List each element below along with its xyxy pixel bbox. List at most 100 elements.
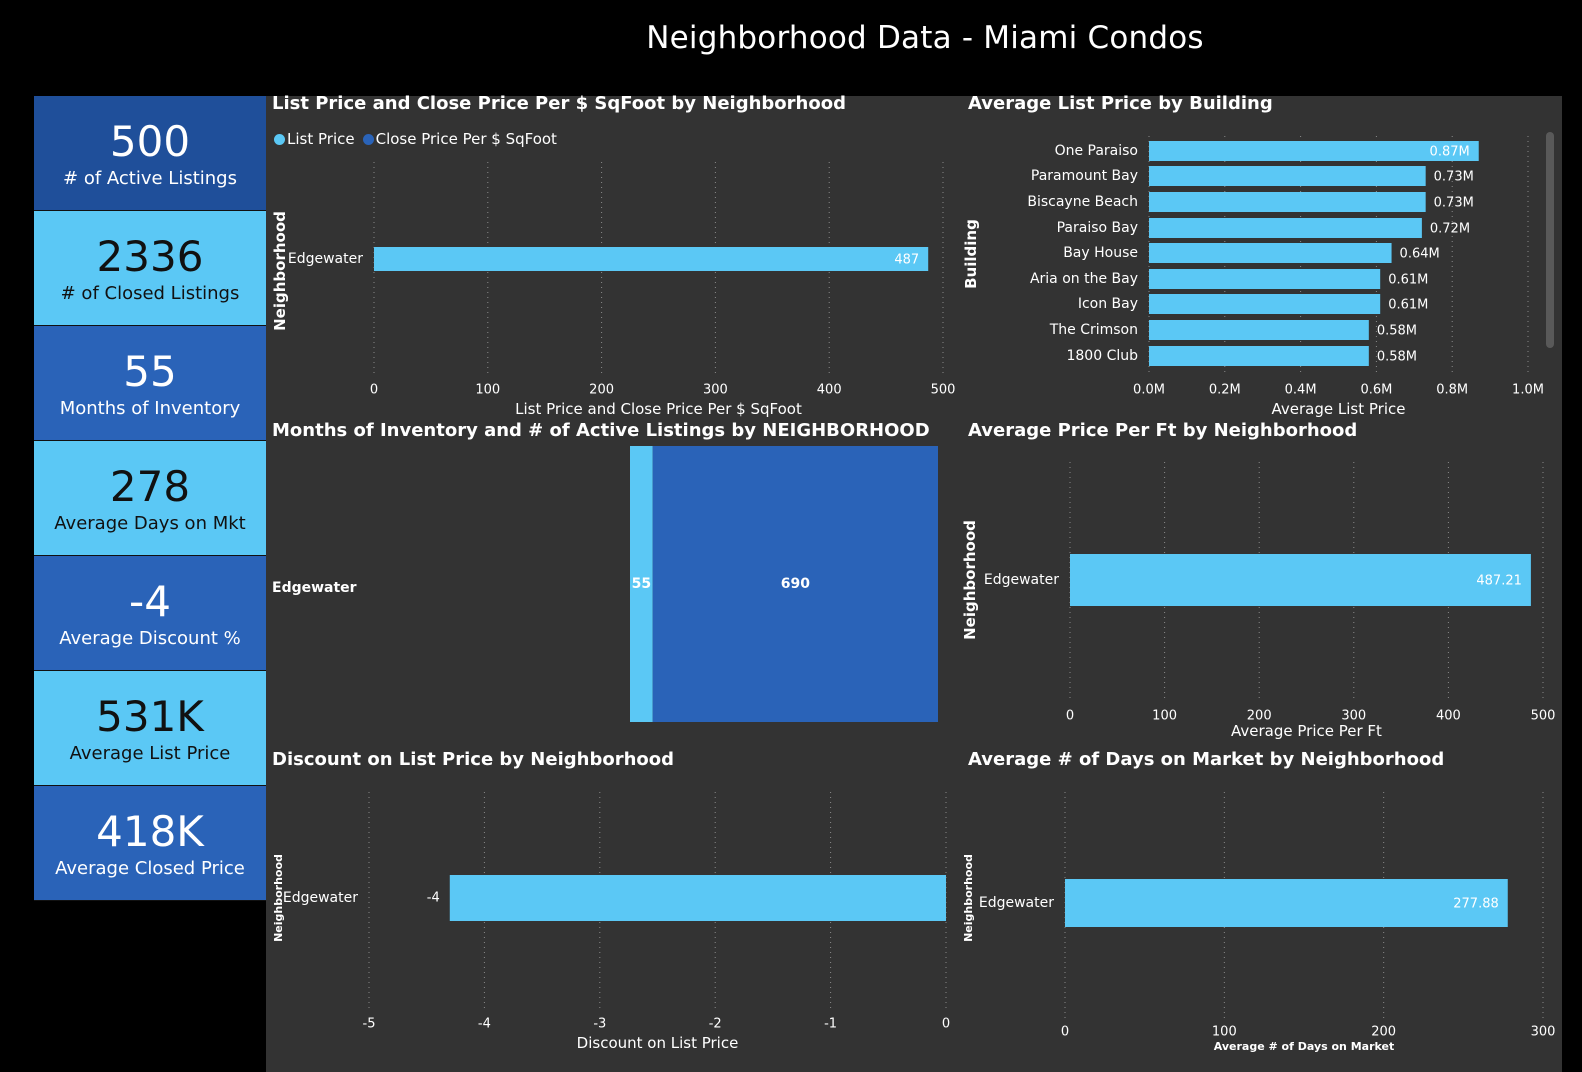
legend-item-list-price[interactable]: List Price	[274, 130, 355, 148]
x-axis-title: Average Price Per Ft	[1231, 722, 1382, 740]
kpi-label: # of Closed Listings	[60, 283, 240, 304]
legend-dot-icon	[362, 133, 374, 145]
x-tick-label: 500	[1531, 709, 1556, 724]
x-tick-label: 0.6M	[1360, 383, 1392, 398]
bar	[1149, 166, 1426, 186]
kpi-panel: 500 # of Active Listings 2336 # of Close…	[34, 96, 266, 901]
kpi-value: 531K	[96, 692, 204, 741]
kpi-average-closed-price[interactable]: 418K Average Closed Price	[34, 786, 266, 901]
data-label: 0.72M	[1430, 222, 1470, 237]
x-tick-label: 0.8M	[1436, 383, 1468, 398]
x-axis-title: Average # of Days on Market	[1214, 1040, 1395, 1053]
data-label: 0.61M	[1388, 298, 1428, 313]
data-label: 0.64M	[1400, 247, 1440, 262]
y-axis-title: Neighborhood	[962, 854, 975, 942]
x-tick-label: -3	[593, 1017, 606, 1032]
legend-item-close-price[interactable]: Close Price Per $ SqFoot	[362, 130, 557, 148]
data-label: 0.87M	[1430, 145, 1470, 160]
category-label: Edgewater	[288, 251, 363, 267]
chart-title: Average # of Days on Market by Neighborh…	[968, 749, 1445, 770]
page-title: Neighborhood Data - Miami Condos	[646, 20, 1204, 56]
kpi-label: Average Days on Mkt	[54, 513, 246, 534]
bar-segment-months-inventory	[630, 446, 653, 722]
x-tick-label: 100	[475, 383, 500, 398]
x-tick-label: 0.2M	[1209, 383, 1241, 398]
data-label: 487.21	[1476, 574, 1522, 589]
x-tick-label: -5	[363, 1017, 376, 1032]
data-label: -4	[427, 891, 440, 906]
x-axis-title: Discount on List Price	[577, 1034, 739, 1052]
chart-months-inventory[interactable]: 55 690 Edgewater	[266, 446, 956, 736]
x-tick-label: -4	[478, 1017, 491, 1032]
category-label: Edgewater	[984, 572, 1059, 588]
x-tick-label: 0.4M	[1285, 383, 1317, 398]
data-label: 0.73M	[1434, 170, 1474, 185]
chart-scrollbar[interactable]	[1546, 132, 1554, 348]
x-tick-label: 300	[1531, 1025, 1556, 1040]
bar	[1149, 243, 1392, 263]
x-tick-label: 100	[1152, 709, 1177, 724]
x-axis-title: List Price and Close Price Per $ SqFoot	[515, 400, 802, 418]
category-label: 1800 Club	[1066, 348, 1138, 364]
data-label: 0.58M	[1377, 324, 1417, 339]
bar	[1149, 346, 1369, 366]
chart-title: Average List Price by Building	[968, 93, 1273, 114]
data-label: 0.61M	[1388, 273, 1428, 288]
x-tick-label: 0	[1066, 709, 1074, 724]
data-label: 55	[632, 576, 651, 592]
kpi-value: 500	[109, 117, 191, 166]
x-tick-label: 200	[1371, 1025, 1396, 1040]
chart-avg-days-market[interactable]: 0 100 200 300 Average # of Days on Market Nei…	[956, 746, 1562, 1072]
bar	[374, 247, 929, 271]
chart-avg-price-per-ft[interactable]: 0 100 200 300 400 500 Average Price Per Ft Neig…	[956, 416, 1562, 746]
bar	[1149, 192, 1426, 212]
chart-legend[interactable]: List Price Close Price Per $ SqFoot	[274, 130, 557, 148]
chart-list-close-price[interactable]: 0 100 200 300 400 500 List Price and Close Pri…	[266, 96, 956, 421]
x-tick-label: 500	[931, 383, 956, 398]
kpi-label: Average Discount %	[59, 628, 241, 649]
data-label: 0.73M	[1434, 196, 1474, 211]
kpi-average-list-price[interactable]: 531K Average List Price	[34, 671, 266, 786]
x-tick-label: 200	[589, 383, 614, 398]
legend-dot-icon	[274, 133, 285, 145]
x-tick-label: 300	[703, 383, 728, 398]
category-label: Edgewater	[272, 580, 357, 596]
kpi-value: 418K	[96, 807, 204, 856]
kpi-average-days-on-market[interactable]: 278 Average Days on Mkt	[34, 441, 266, 556]
x-tick-label: 400	[1436, 709, 1461, 724]
data-label: 0.58M	[1377, 350, 1417, 365]
kpi-months-inventory[interactable]: 55 Months of Inventory	[34, 326, 266, 441]
bar	[1149, 320, 1369, 340]
category-label: Edgewater	[283, 890, 358, 906]
category-label: One Paraiso	[1055, 143, 1138, 159]
x-tick-label: 0	[1061, 1025, 1069, 1040]
bar	[1149, 269, 1381, 289]
category-label: Biscayne Beach	[1027, 194, 1138, 210]
kpi-label: Average List Price	[69, 743, 231, 764]
y-axis-title: Neighborhood	[271, 211, 289, 331]
chart-avg-list-price-building[interactable]: 0.0M 0.2M 0.4M 0.6M 0.8M 1.0M Average List Pri…	[956, 96, 1562, 421]
chart-title: Months of Inventory and # of Active List…	[272, 420, 930, 441]
y-axis-title: Neighborhood	[272, 854, 285, 942]
kpi-average-discount[interactable]: -4 Average Discount %	[34, 556, 266, 671]
dashboard-canvas: List Price and Close Price Per $ SqFoot …	[266, 93, 1562, 1072]
x-tick-label: 300	[1341, 709, 1366, 724]
category-label: Icon Bay	[1078, 296, 1138, 312]
chart-discount-list-price[interactable]: -5 -4 -3 -2 -1 0 Discount on List Price Neighbo…	[266, 746, 956, 1072]
category-label: The Crimson	[1049, 322, 1138, 338]
x-tick-label: -2	[709, 1017, 722, 1032]
x-tick-label: 0	[370, 383, 378, 398]
kpi-active-listings[interactable]: 500 # of Active Listings	[34, 96, 266, 211]
category-label: Bay House	[1063, 245, 1138, 261]
chart-title: List Price and Close Price Per $ SqFoot …	[272, 93, 846, 114]
y-axis-title: Building	[962, 219, 980, 289]
kpi-value: 55	[123, 347, 177, 396]
kpi-closed-listings[interactable]: 2336 # of Closed Listings	[34, 211, 266, 326]
kpi-value: 278	[109, 462, 191, 511]
kpi-value: -4	[129, 577, 171, 626]
bar-segment-active-listings	[652, 446, 938, 722]
x-tick-label: -1	[824, 1017, 837, 1032]
kpi-label: # of Active Listings	[63, 168, 237, 189]
x-tick-label: 0.0M	[1133, 383, 1165, 398]
category-label: Aria on the Bay	[1030, 271, 1138, 287]
